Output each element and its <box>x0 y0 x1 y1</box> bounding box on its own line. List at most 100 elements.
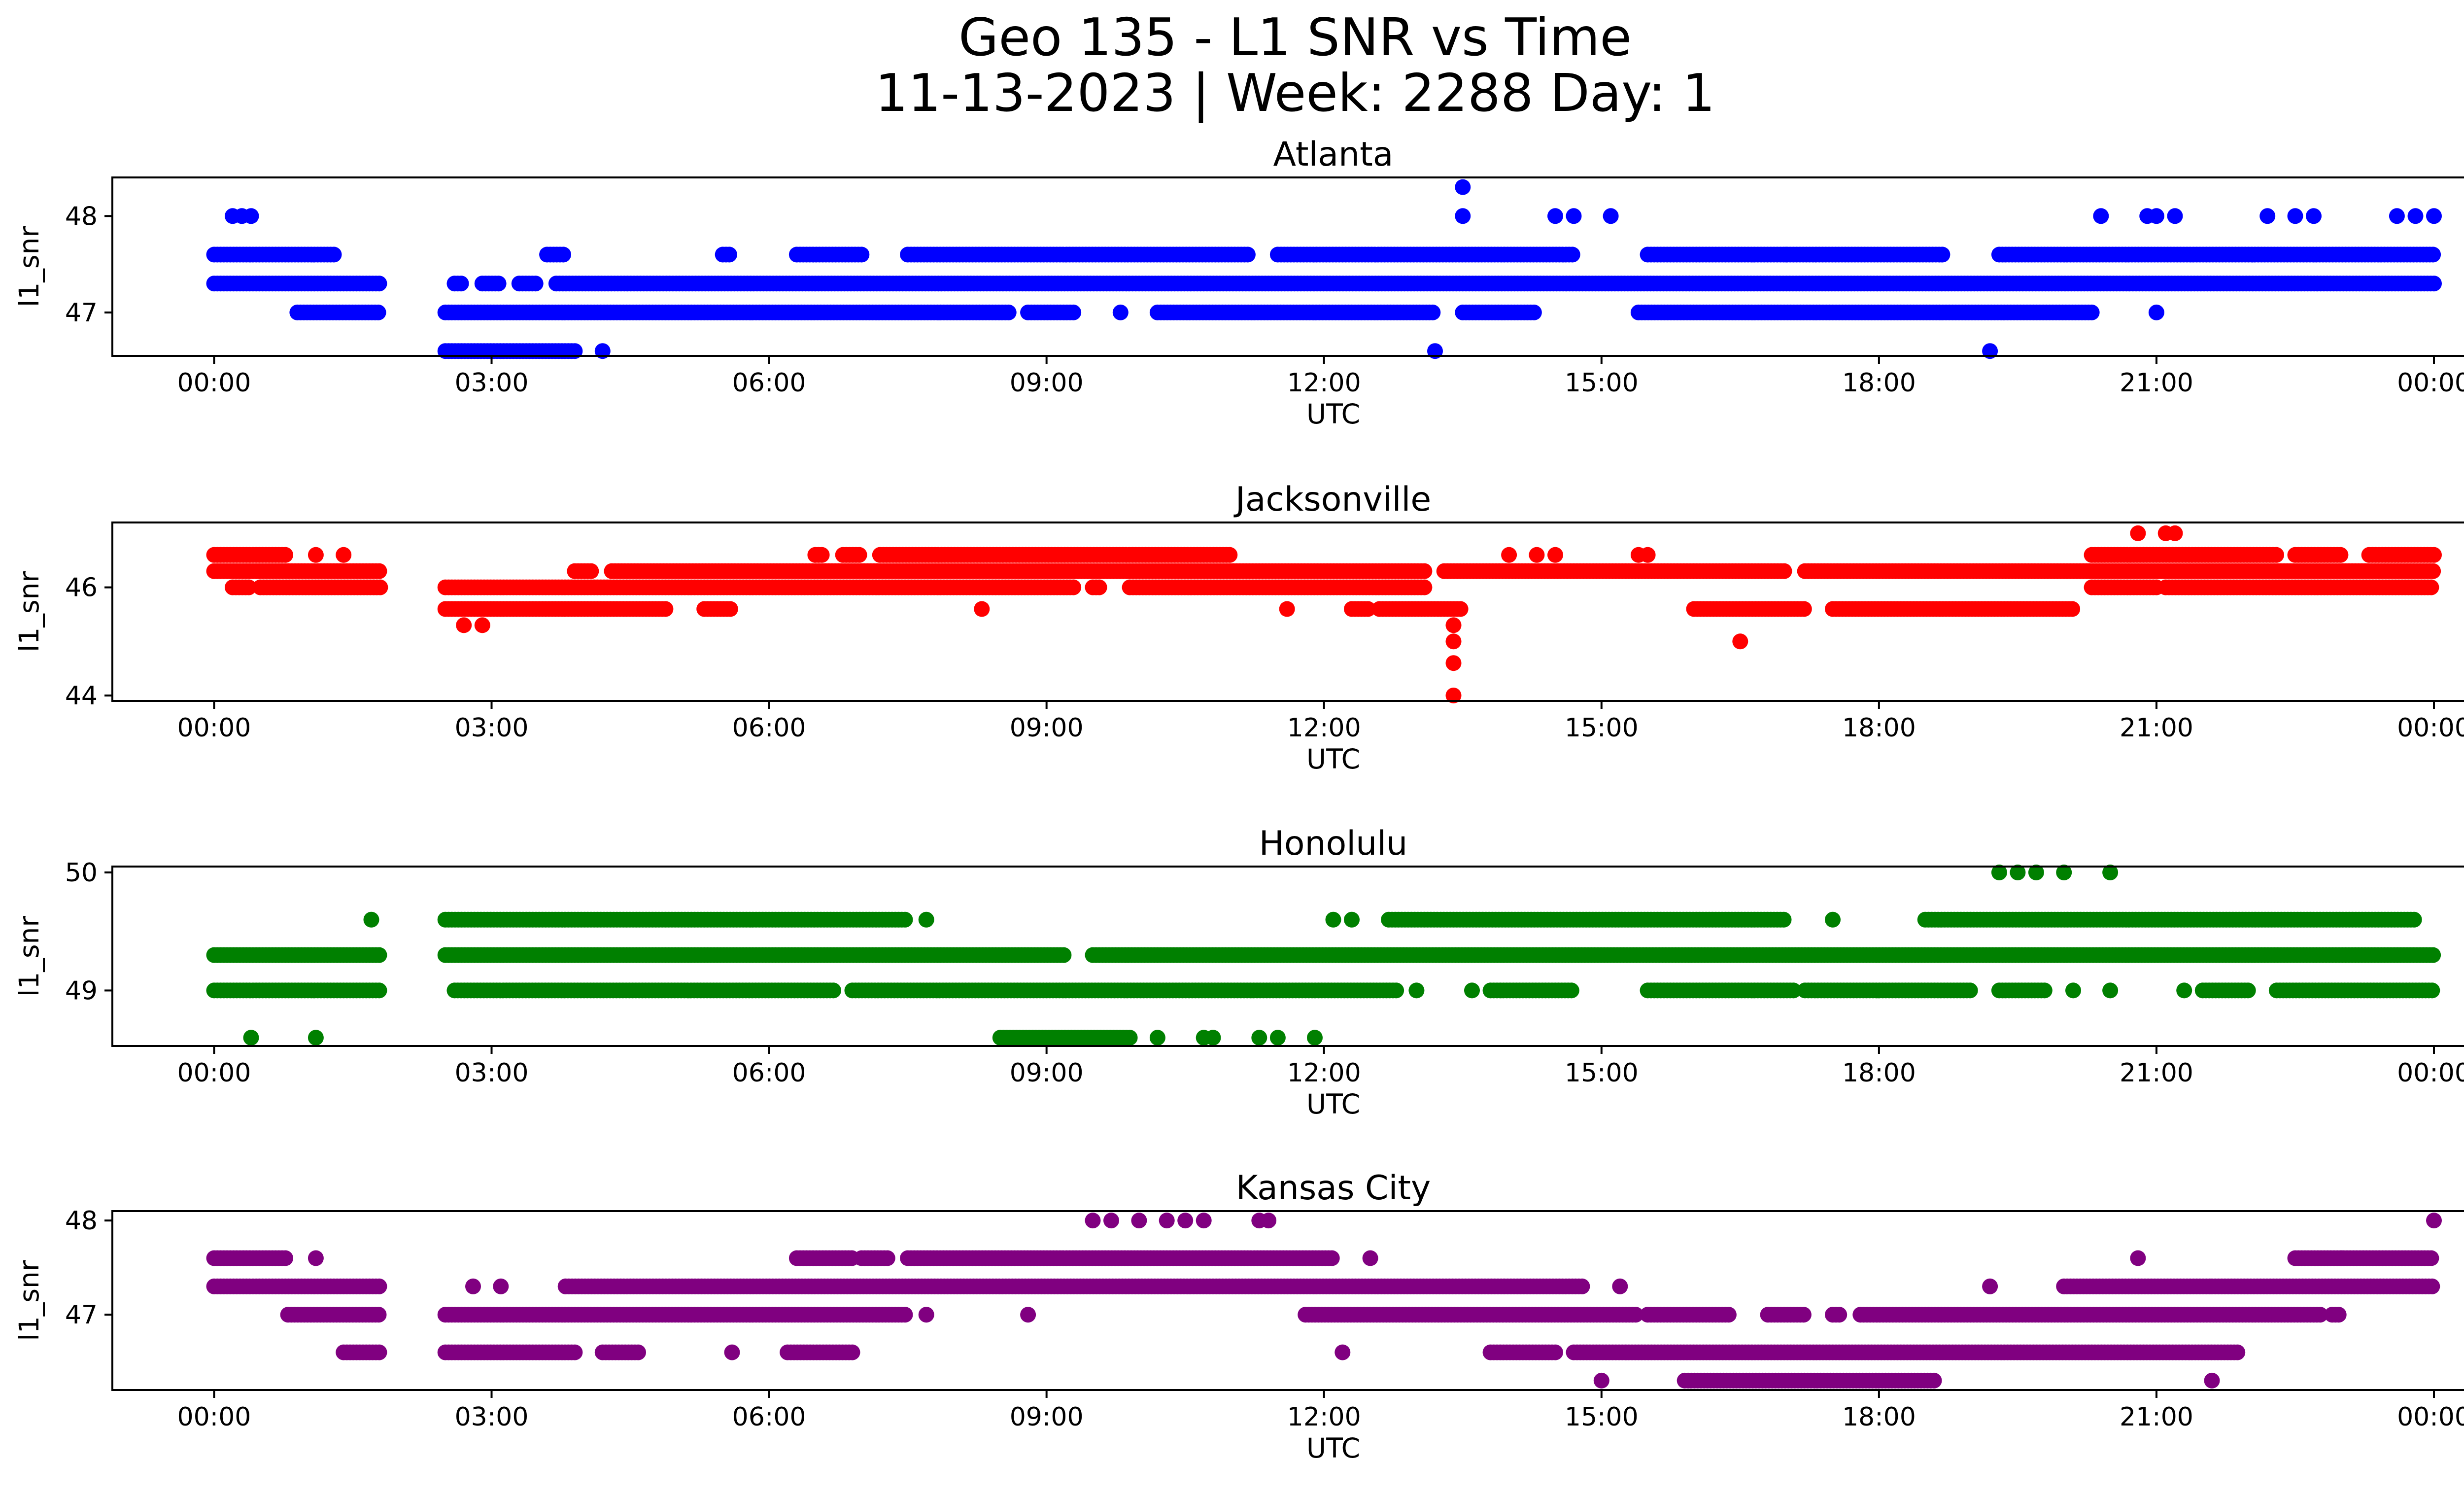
data-point <box>1501 547 1517 563</box>
data-points <box>206 179 2442 359</box>
data-point <box>2176 982 2192 999</box>
data-point <box>371 276 387 292</box>
data-point <box>1779 246 1795 263</box>
data-point <box>1445 633 1462 650</box>
data-point <box>1425 304 1441 320</box>
data-point <box>2036 982 2053 999</box>
data-point <box>243 1030 259 1046</box>
data-point <box>1251 1030 1267 1046</box>
x-tick-label: 03:00 <box>455 1058 529 1088</box>
data-point <box>371 563 387 579</box>
data-point <box>456 617 472 633</box>
data-point <box>2259 208 2276 224</box>
data-point <box>1526 304 1542 320</box>
data-point <box>2426 276 2442 292</box>
data-point <box>308 1030 324 1046</box>
data-point <box>1416 579 1433 595</box>
data-point <box>371 947 387 963</box>
data-point <box>1934 246 1951 263</box>
data-point <box>1205 1030 1221 1046</box>
x-tick-label: 12:00 <box>1287 368 1361 398</box>
data-point <box>1408 982 1425 999</box>
data-point <box>583 563 599 579</box>
data-point <box>1640 547 1656 563</box>
data-point <box>1452 601 1469 617</box>
data-point <box>1279 601 1295 617</box>
data-point <box>814 547 830 563</box>
x-tick-label: 09:00 <box>1010 1058 1084 1088</box>
data-point <box>2406 911 2422 928</box>
data-point <box>1445 617 1462 633</box>
data-point <box>2093 208 2109 224</box>
x-tick-label: 09:00 <box>1010 368 1084 398</box>
data-point <box>1776 563 1792 579</box>
x-tick-label: 12:00 <box>1287 713 1361 743</box>
x-tick-label: 00:00 <box>2397 368 2464 398</box>
x-tick-label: 12:00 <box>1287 1058 1361 1088</box>
x-tick-label: 00:00 <box>2397 713 2464 743</box>
data-point <box>336 547 352 563</box>
data-point <box>2148 208 2164 224</box>
data-point <box>2426 547 2442 563</box>
data-point <box>2102 982 2119 999</box>
data-point <box>2425 563 2441 579</box>
x-tick-label: 06:00 <box>732 1058 806 1088</box>
data-point <box>854 246 870 263</box>
data-point <box>2065 982 2081 999</box>
x-tick-label: 00:00 <box>177 713 251 743</box>
data-point <box>1962 982 1978 999</box>
data-point <box>1603 208 1619 224</box>
data-point <box>1416 563 1433 579</box>
data-point <box>1825 911 1841 928</box>
x-tick-label: 00:00 <box>177 368 251 398</box>
y-axis-label: l1_snr <box>13 226 45 307</box>
data-point <box>277 1250 293 1266</box>
x-tick-label: 06:00 <box>732 713 806 743</box>
data-point <box>851 547 867 563</box>
data-point <box>1566 208 1582 224</box>
x-axis-label: UTC <box>1306 398 1360 430</box>
data-point <box>657 601 674 617</box>
y-tick-label: 48 <box>65 202 98 231</box>
data-point <box>897 911 913 928</box>
data-point <box>825 982 841 999</box>
x-tick-label: 15:00 <box>1565 1058 1639 1088</box>
panel-title: Jacksonville <box>1233 480 1431 519</box>
data-point <box>1547 547 1563 563</box>
y-tick-label: 47 <box>65 298 98 328</box>
y-axis-label: l1_snr <box>13 571 45 652</box>
data-point <box>2425 947 2441 963</box>
data-point <box>1112 304 1129 320</box>
x-tick-label: 18:00 <box>1842 713 1916 743</box>
data-point <box>1388 982 1404 999</box>
data-point <box>1464 982 1480 999</box>
data-point <box>2332 547 2349 563</box>
x-tick-label: 09:00 <box>1010 713 1084 743</box>
data-point <box>372 579 388 595</box>
x-tick-label: 18:00 <box>1842 368 1916 398</box>
x-axis-label: UTC <box>1306 743 1360 775</box>
data-point <box>1529 547 1545 563</box>
y-tick-label: 44 <box>65 681 98 711</box>
data-point <box>326 246 342 263</box>
x-tick-label: 15:00 <box>1565 713 1639 743</box>
data-point <box>2064 601 2081 617</box>
x-tick-label: 15:00 <box>1565 368 1639 398</box>
data-point <box>1732 633 1748 650</box>
data-point <box>2287 208 2303 224</box>
data-point <box>474 617 490 633</box>
data-point <box>308 547 324 563</box>
data-point <box>2424 982 2440 999</box>
x-tick-label: 03:00 <box>455 713 529 743</box>
data-points <box>206 865 2441 1046</box>
data-point <box>1796 601 1812 617</box>
y-tick-label: 50 <box>65 858 98 888</box>
data-point <box>555 246 571 263</box>
data-point <box>1065 304 1082 320</box>
x-axis-label: UTC <box>1306 1088 1360 1120</box>
data-point <box>1091 579 1107 595</box>
x-tick-label: 06:00 <box>732 368 806 398</box>
data-point <box>918 911 934 928</box>
